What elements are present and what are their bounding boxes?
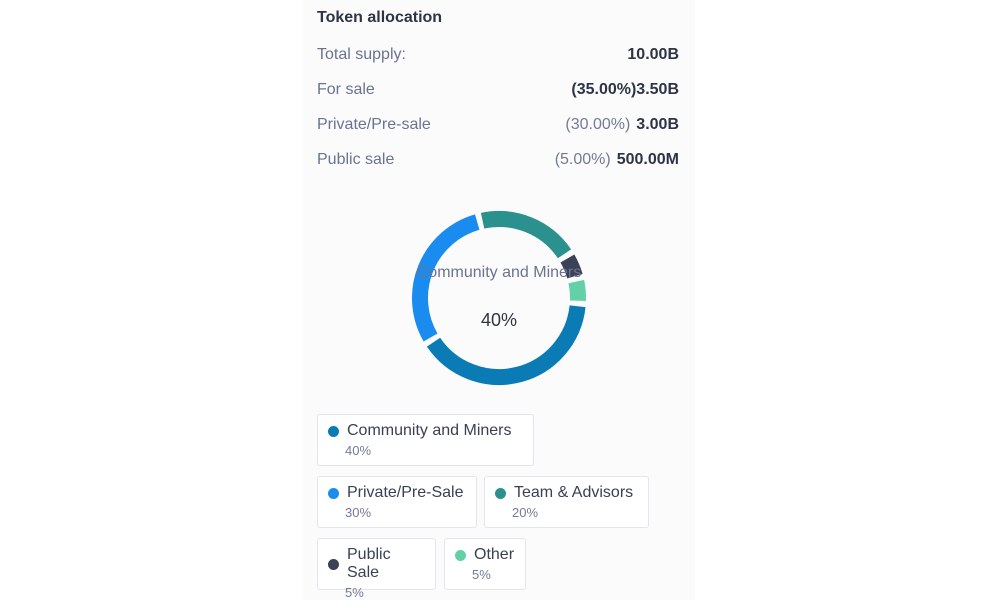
row-private-presale: Private/Pre-sale (30.00%) 3.00B <box>317 114 679 136</box>
legend-label: Private/Pre-Sale <box>347 484 464 501</box>
row-amount: 500.00M <box>616 151 679 168</box>
legend-item-other[interactable]: Other 5% <box>444 538 526 590</box>
legend-item-team-advisors[interactable]: Team & Advisors 20% <box>484 476 649 528</box>
donut-segment-2[interactable] <box>480 211 572 259</box>
row-percent: (30.00%) <box>565 116 631 133</box>
legend-label: Team & Advisors <box>514 484 634 501</box>
legend-value: 20% <box>512 505 539 520</box>
row-for-sale: For sale (35.00%) 3.50B <box>317 79 679 101</box>
row-percent: (5.00%) <box>554 151 611 168</box>
legend-item-public-sale[interactable]: Public Sale 5% <box>317 538 436 600</box>
legend-dot-icon <box>455 549 466 561</box>
legend-value: 5% <box>345 585 364 600</box>
donut-segment-4[interactable] <box>568 279 586 302</box>
legend-dot-icon <box>495 487 506 499</box>
donut-svg <box>412 211 586 385</box>
token-allocation-panel: Token allocation Total supply: 10.00B Fo… <box>303 0 695 600</box>
donut-segment-0[interactable] <box>426 305 586 385</box>
donut-center-label: Community and Miners <box>416 264 582 281</box>
row-label: For sale <box>317 81 375 98</box>
row-label: Public sale <box>317 151 395 168</box>
legend-dot-icon <box>328 487 339 499</box>
row-amount: 3.00B <box>636 116 679 133</box>
legend-label: Community and Miners <box>347 422 512 439</box>
row-amount: 3.50B <box>636 81 679 98</box>
row-label: Total supply: <box>317 46 406 63</box>
row-amount: 10.00B <box>627 46 679 63</box>
donut-segment-1[interactable] <box>412 214 480 342</box>
donut-chart: Community and Miners 40% <box>409 208 589 388</box>
donut-segment-3[interactable] <box>560 254 583 279</box>
row-label: Private/Pre-sale <box>317 116 431 133</box>
legend-value: 40% <box>345 443 372 458</box>
legend-label: Other <box>474 546 515 563</box>
row-total-supply: Total supply: 10.00B <box>317 44 679 66</box>
legend-dot-icon <box>328 558 339 570</box>
section-title: Token allocation <box>317 9 443 26</box>
legend-item-private-presale[interactable]: Private/Pre-Sale 30% <box>317 476 477 528</box>
legend-label: Public Sale <box>347 546 391 581</box>
legend-dot-icon <box>328 425 339 437</box>
donut-center-value: 40% <box>480 310 518 330</box>
row-percent: (35.00%) <box>571 81 637 98</box>
legend-value: 5% <box>472 567 491 582</box>
legend-item-community[interactable]: Community and Miners 40% <box>317 414 534 466</box>
legend-value: 30% <box>345 505 372 520</box>
row-public-sale: Public sale (5.00%) 500.00M <box>317 149 679 171</box>
